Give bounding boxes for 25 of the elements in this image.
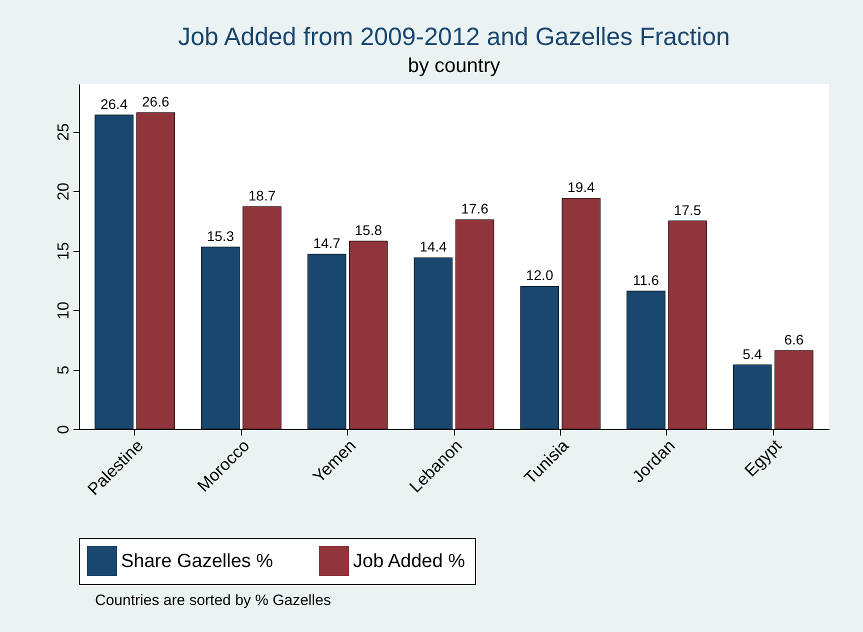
data-label: 14.7 (313, 235, 341, 252)
data-label: 15.3 (206, 228, 234, 244)
legend-label: Job Added % (353, 551, 466, 572)
data-label: 5.4 (742, 346, 762, 362)
data-label: 17.6 (461, 200, 489, 217)
y-tick-label: 20 (56, 182, 72, 200)
y-tick-label: 15 (56, 242, 72, 260)
data-label: 17.5 (674, 202, 702, 218)
data-label: 11.6 (632, 272, 660, 288)
chart-title: Job Added from 2009-2012 and Gazelles Fraction (178, 23, 730, 51)
data-label: 26.6 (142, 94, 170, 110)
data-label: 18.7 (248, 188, 276, 204)
data-label: 6.6 (784, 331, 804, 348)
text: Countries are sorted by % Gazelles (95, 592, 331, 609)
data-label: 15.8 (354, 222, 382, 238)
data-label: 19.4 (568, 179, 595, 196)
legend-label: Share Gazelles % (121, 551, 274, 572)
data-label: 14.4 (420, 238, 448, 255)
y-tick-label: 5 (56, 365, 72, 374)
y-tick-label: 0 (56, 424, 72, 434)
data-label: 26.4 (100, 96, 128, 112)
chart-subtitle: by country (408, 55, 500, 77)
y-tick-label: 10 (56, 302, 72, 320)
data-label: 12.0 (526, 267, 554, 284)
y-tick-label: 25 (56, 123, 72, 141)
